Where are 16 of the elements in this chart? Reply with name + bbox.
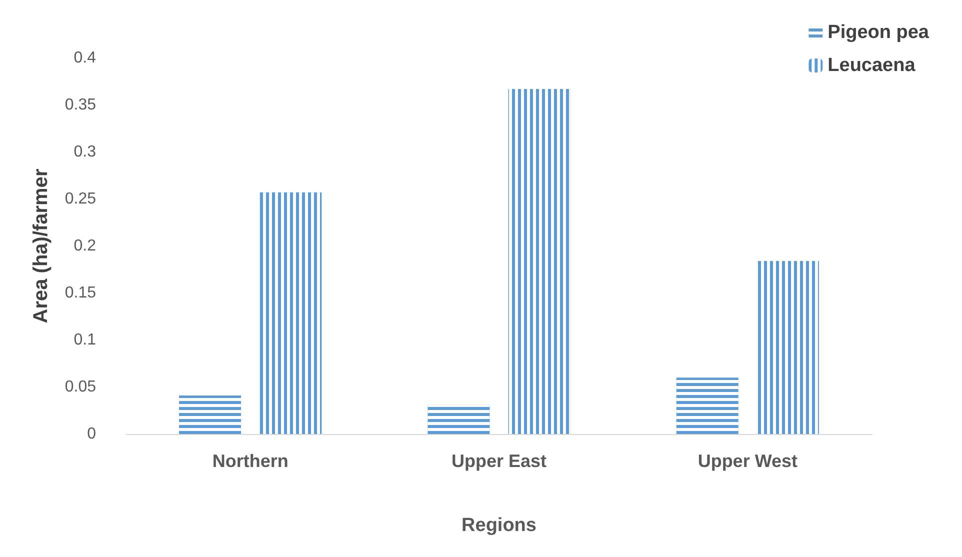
y-tick-label: 0.25 [64,190,96,208]
legend-label: Leucaena [828,55,916,76]
x-axis-title: Regions [462,515,536,536]
y-axis-title: Area (ha)/farmer [30,168,52,324]
y-tick-label: 0.35 [64,96,96,114]
x-tick-label: Upper East [451,451,547,471]
y-tick-label: 0 [87,426,96,442]
y-tick-label: 0.3 [74,144,96,160]
x-tick-label: Northern [212,451,288,471]
y-tick-label: 0.1 [74,332,96,348]
x-tick-label: Upper West [698,451,798,471]
y-tick-label: 0.15 [64,284,96,302]
y-tick-label: 0.05 [64,378,96,396]
legend-label: Pigeon pea [828,22,930,43]
y-tick-label: 0.2 [74,238,96,254]
y-tick-label: 0.4 [74,50,96,66]
